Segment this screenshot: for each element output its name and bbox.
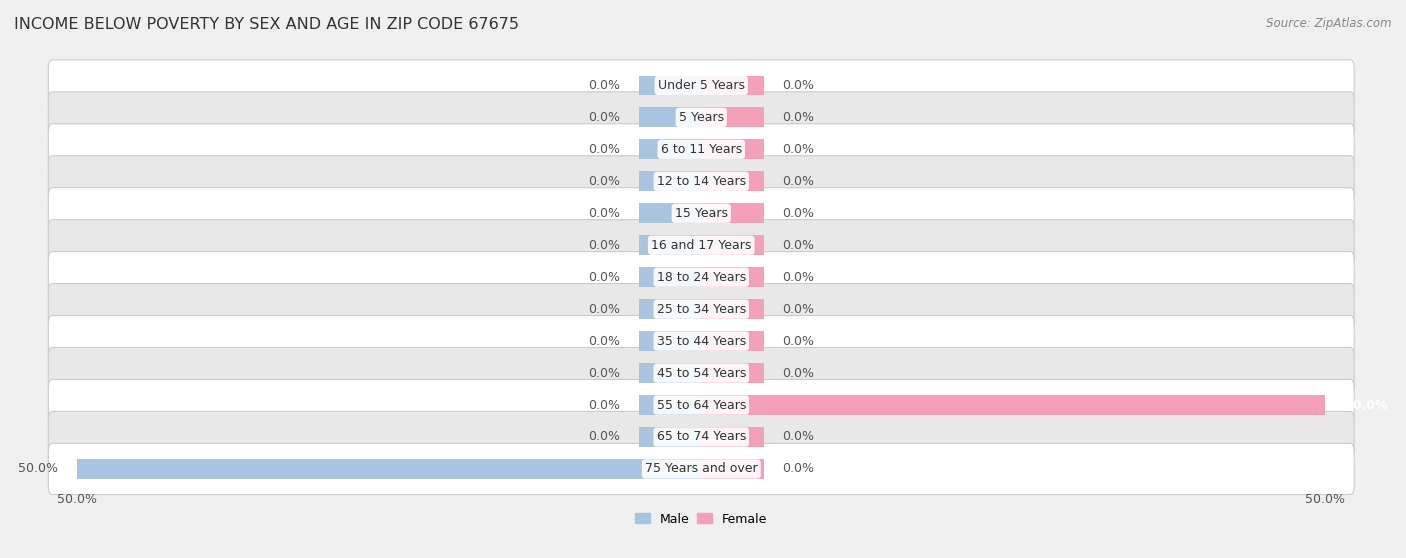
Text: 0.0%: 0.0% <box>588 207 620 220</box>
Bar <box>702 395 1326 415</box>
Text: 35 to 44 Years: 35 to 44 Years <box>657 335 745 348</box>
Text: 0.0%: 0.0% <box>782 207 814 220</box>
Text: 6 to 11 Years: 6 to 11 Years <box>661 143 742 156</box>
Text: 0.0%: 0.0% <box>782 175 814 188</box>
Text: 0.0%: 0.0% <box>782 143 814 156</box>
Bar <box>638 140 702 159</box>
FancyBboxPatch shape <box>48 315 1354 367</box>
Bar <box>702 203 763 223</box>
Text: 25 to 34 Years: 25 to 34 Years <box>657 302 745 316</box>
Text: Under 5 Years: Under 5 Years <box>658 79 745 92</box>
FancyBboxPatch shape <box>48 411 1354 463</box>
Bar <box>638 331 702 351</box>
Text: 15 Years: 15 Years <box>675 207 728 220</box>
Text: 0.0%: 0.0% <box>588 430 620 444</box>
Text: INCOME BELOW POVERTY BY SEX AND AGE IN ZIP CODE 67675: INCOME BELOW POVERTY BY SEX AND AGE IN Z… <box>14 17 519 32</box>
Text: 0.0%: 0.0% <box>588 302 620 316</box>
FancyBboxPatch shape <box>48 156 1354 207</box>
Text: 0.0%: 0.0% <box>782 430 814 444</box>
Text: 0.0%: 0.0% <box>588 239 620 252</box>
Bar <box>702 427 763 447</box>
Text: 0.0%: 0.0% <box>782 239 814 252</box>
FancyBboxPatch shape <box>48 60 1354 111</box>
Bar <box>638 427 702 447</box>
Bar <box>702 171 763 191</box>
Text: 0.0%: 0.0% <box>782 79 814 92</box>
Text: 0.0%: 0.0% <box>588 79 620 92</box>
Text: 0.0%: 0.0% <box>588 111 620 124</box>
Text: 50.0%: 50.0% <box>18 463 58 475</box>
Bar <box>702 459 763 479</box>
Bar <box>638 75 702 95</box>
Text: 45 to 54 Years: 45 to 54 Years <box>657 367 747 379</box>
FancyBboxPatch shape <box>48 187 1354 239</box>
Bar <box>702 235 763 255</box>
Text: 75 Years and over: 75 Years and over <box>645 463 758 475</box>
Text: 0.0%: 0.0% <box>588 143 620 156</box>
Bar <box>638 267 702 287</box>
FancyBboxPatch shape <box>48 348 1354 398</box>
Text: 0.0%: 0.0% <box>782 111 814 124</box>
Bar <box>638 235 702 255</box>
Text: 65 to 74 Years: 65 to 74 Years <box>657 430 747 444</box>
Bar <box>638 363 702 383</box>
Text: 16 and 17 Years: 16 and 17 Years <box>651 239 751 252</box>
Bar <box>702 299 763 319</box>
Bar <box>638 108 702 127</box>
Text: 0.0%: 0.0% <box>782 271 814 283</box>
Text: 0.0%: 0.0% <box>782 335 814 348</box>
FancyBboxPatch shape <box>48 124 1354 175</box>
Legend: Male, Female: Male, Female <box>630 508 772 531</box>
Bar <box>638 171 702 191</box>
Text: 0.0%: 0.0% <box>588 398 620 412</box>
FancyBboxPatch shape <box>48 444 1354 494</box>
Text: 0.0%: 0.0% <box>782 367 814 379</box>
Text: 5 Years: 5 Years <box>679 111 724 124</box>
Text: 0.0%: 0.0% <box>782 302 814 316</box>
Bar <box>702 363 763 383</box>
Bar <box>638 299 702 319</box>
Bar <box>702 75 763 95</box>
Bar <box>638 395 702 415</box>
Text: 0.0%: 0.0% <box>588 367 620 379</box>
Text: Source: ZipAtlas.com: Source: ZipAtlas.com <box>1267 17 1392 30</box>
Bar <box>77 459 702 479</box>
FancyBboxPatch shape <box>48 220 1354 271</box>
FancyBboxPatch shape <box>48 252 1354 303</box>
FancyBboxPatch shape <box>48 379 1354 431</box>
Bar <box>702 331 763 351</box>
Text: 0.0%: 0.0% <box>588 271 620 283</box>
FancyBboxPatch shape <box>48 92 1354 143</box>
Bar <box>638 203 702 223</box>
Bar <box>702 108 763 127</box>
Text: 0.0%: 0.0% <box>782 463 814 475</box>
Bar <box>702 140 763 159</box>
FancyBboxPatch shape <box>48 283 1354 335</box>
Text: 0.0%: 0.0% <box>588 335 620 348</box>
Text: 55 to 64 Years: 55 to 64 Years <box>657 398 747 412</box>
Bar <box>702 267 763 287</box>
Text: 18 to 24 Years: 18 to 24 Years <box>657 271 745 283</box>
Text: 50.0%: 50.0% <box>1344 398 1388 412</box>
Text: 12 to 14 Years: 12 to 14 Years <box>657 175 745 188</box>
Text: 0.0%: 0.0% <box>588 175 620 188</box>
